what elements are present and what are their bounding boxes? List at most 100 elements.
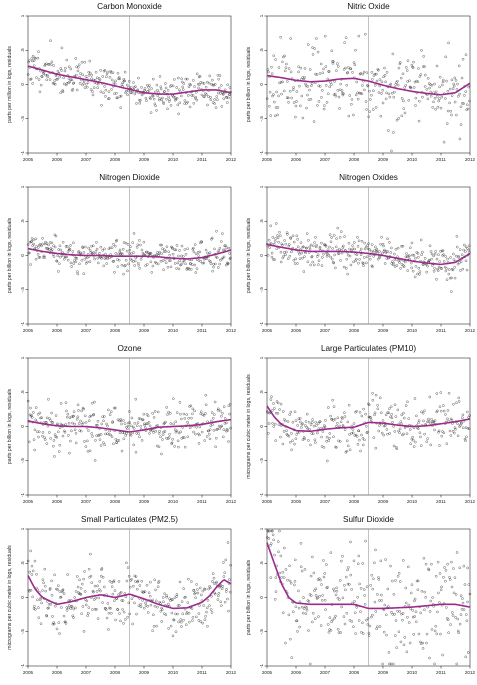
scatter-point: [435, 410, 438, 414]
scatter-point: [430, 257, 433, 261]
scatter-point: [36, 56, 40, 60]
scatter-point: [379, 396, 382, 400]
scatter-point: [354, 49, 357, 52]
scatter-point: [278, 81, 281, 85]
scatter-point: [402, 643, 406, 647]
scatter-point: [174, 630, 178, 633]
scatter-point: [349, 540, 352, 544]
scatter-point: [180, 94, 183, 98]
scatter-point: [222, 248, 225, 252]
scatter-point: [190, 607, 194, 610]
x-tick-label: 2009: [139, 670, 150, 675]
scatter-point: [63, 431, 67, 434]
scatter-point: [307, 600, 311, 603]
scatter-point: [216, 98, 219, 101]
scatter-point: [114, 438, 118, 441]
scatter-point: [193, 85, 196, 88]
scatter-point: [416, 80, 420, 83]
scatter-point: [282, 430, 286, 433]
scatter-point: [464, 426, 468, 429]
scatter-point: [133, 259, 137, 263]
scatter-point: [118, 77, 121, 81]
scatter-point: [294, 558, 297, 562]
fitted-curve: [368, 252, 471, 266]
scatter-point: [307, 98, 311, 101]
scatter-point: [143, 422, 146, 426]
scatter-point: [95, 423, 98, 427]
scatter-point: [277, 240, 280, 244]
x-tick-label: 2006: [291, 328, 302, 333]
scatter-point: [389, 82, 392, 86]
scatter-point: [89, 552, 92, 556]
scatter-point: [53, 573, 56, 577]
scatter-point: [108, 246, 112, 250]
scatter-point: [392, 96, 395, 99]
scatter-point: [209, 608, 213, 611]
scatter-point: [368, 415, 372, 419]
fitted-curve: [368, 603, 471, 610]
scatter-point: [210, 82, 213, 86]
scatter-point: [440, 434, 443, 438]
x-tick-label: 2009: [139, 328, 150, 333]
scatter-point: [355, 257, 358, 261]
scatter-point: [167, 95, 170, 99]
scatter-point: [50, 241, 54, 245]
scatter-point: [74, 606, 77, 610]
scatter-point: [143, 87, 147, 90]
scatter-point: [365, 425, 368, 428]
scatter-point: [370, 249, 373, 253]
scatter-point: [201, 589, 205, 593]
scatter-point: [306, 85, 309, 88]
scatter-point: [360, 247, 363, 251]
scatter-point: [73, 428, 77, 432]
scatter-point: [82, 630, 86, 633]
scatter-point: [117, 593, 120, 597]
scatter-point: [316, 50, 320, 54]
scatter-point: [335, 237, 338, 240]
scatter-point: [461, 413, 465, 417]
scatter-point: [464, 655, 467, 659]
y-tick-label: .5: [259, 390, 264, 394]
scatter-point: [180, 600, 184, 603]
scatter-point: [93, 459, 97, 462]
scatter-point: [44, 63, 47, 66]
scatter-point: [130, 259, 134, 262]
scatter-point: [343, 622, 347, 626]
scatter-point: [185, 612, 188, 616]
scatter-point: [336, 62, 339, 65]
scatter-point: [49, 603, 53, 606]
scatter-point: [148, 84, 151, 87]
scatter-point: [61, 90, 65, 93]
scatter-point: [304, 251, 307, 255]
scatter-point: [346, 420, 350, 424]
scatter-point: [330, 620, 333, 623]
scatter-point: [451, 614, 455, 617]
scatter-point: [175, 267, 178, 270]
scatter-point: [413, 397, 417, 400]
scatter-point: [95, 608, 98, 611]
scatter-point: [425, 440, 428, 443]
scatter-point: [270, 542, 273, 545]
scatter-point: [303, 568, 307, 571]
scatter-point: [459, 123, 463, 126]
scatter-point: [443, 566, 446, 569]
scatter-point: [106, 424, 109, 428]
scatter-point: [277, 94, 280, 98]
scatter-point: [144, 264, 147, 267]
scatter-point: [71, 421, 74, 425]
scatter-point: [181, 436, 185, 439]
scatter-point: [310, 255, 313, 259]
scatter-point: [348, 583, 351, 586]
scatter-point: [207, 587, 210, 591]
scatter-point: [399, 420, 403, 423]
scatter-point: [459, 269, 462, 272]
scatter-point: [446, 257, 449, 261]
scatter-point: [289, 37, 292, 40]
scatter-point: [316, 253, 320, 256]
scatter-point: [195, 426, 198, 429]
scatter-point: [274, 237, 277, 240]
scatter-point: [78, 578, 81, 582]
scatter-point: [178, 580, 182, 584]
scatter-point: [174, 420, 177, 423]
